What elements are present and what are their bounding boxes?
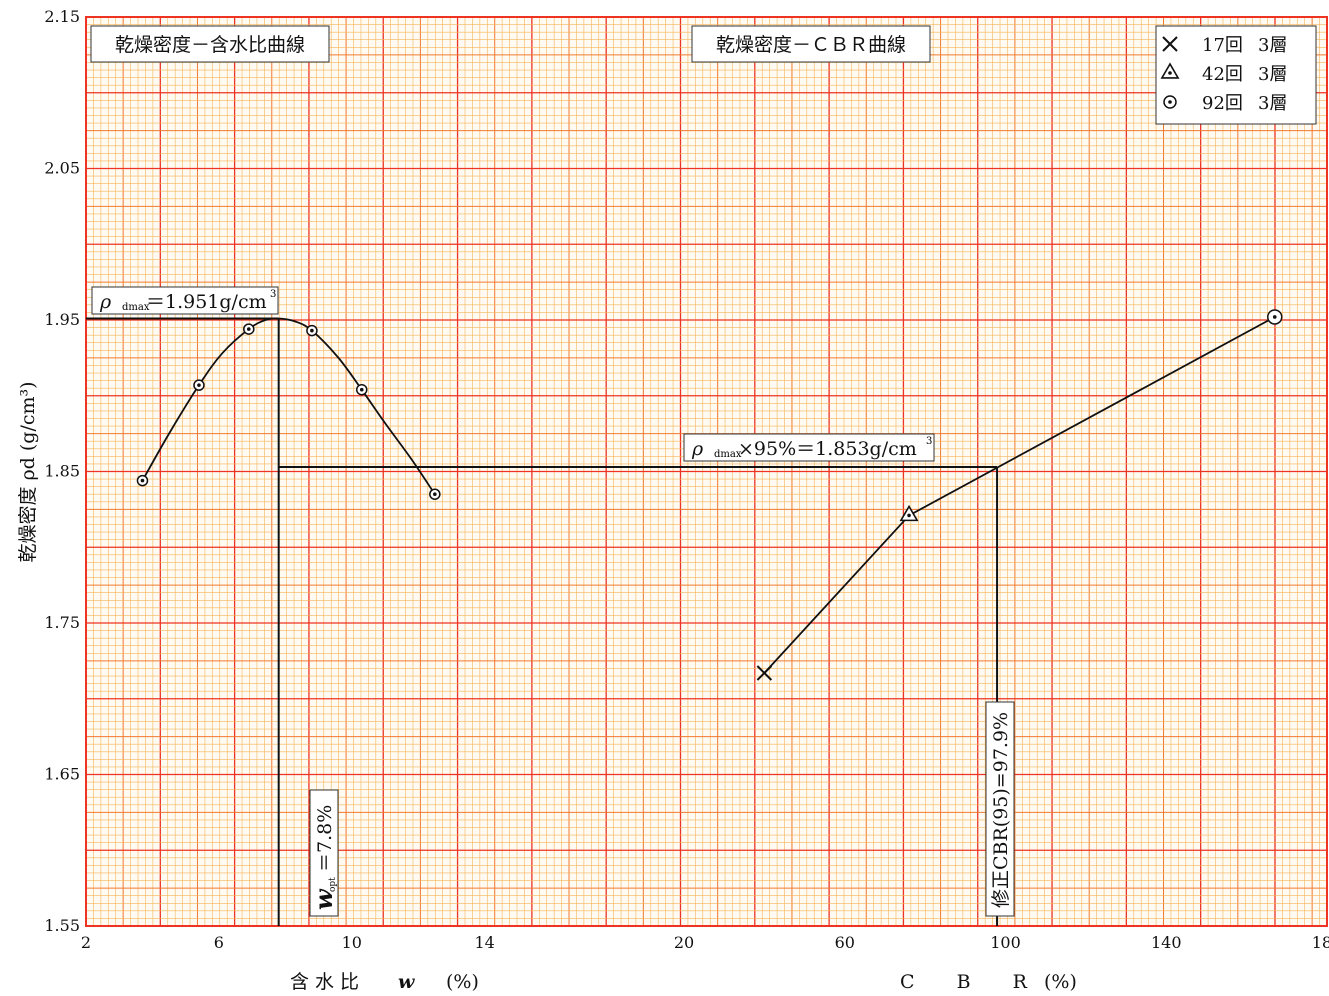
x-tick-label-moisture: 20 bbox=[674, 933, 694, 952]
x-axis-unit-cbr: (%) bbox=[1044, 971, 1077, 993]
compaction-point bbox=[306, 324, 318, 337]
grid bbox=[85, 16, 1328, 927]
rho-95-text: ×95%＝1.853g/cm bbox=[738, 438, 917, 460]
x-tick-labels: 2 6 10 14 20 60 100 140 180 bbox=[81, 933, 1329, 952]
marker-center-dot bbox=[140, 478, 145, 483]
x-tick-label-cbr: 180 bbox=[1312, 933, 1329, 952]
legend-marker bbox=[1163, 95, 1177, 109]
legend-count-1: 17回 bbox=[1202, 35, 1243, 56]
compaction-point bbox=[355, 383, 368, 396]
y-tick-label: 2.15 bbox=[44, 7, 80, 26]
x-axis-label-moisture: 含水比 bbox=[290, 971, 365, 993]
marker-center-dot bbox=[1168, 100, 1172, 104]
marker-center-dot bbox=[1272, 315, 1277, 319]
legend: 17回 3層 42回 3層 92回 3層 bbox=[1155, 25, 1317, 125]
rho-95-annotation: ρ dmax ×95%＝1.853g/cm 3 bbox=[683, 433, 935, 462]
x-tick-label-cbr: 100 bbox=[990, 933, 1021, 952]
legend-count-3: 92回 bbox=[1202, 93, 1243, 114]
y-tick-label: 1.55 bbox=[44, 916, 80, 935]
x-axis-title-cbr: C B R (%) bbox=[900, 971, 1077, 993]
rho-dmax-sub: dmax bbox=[122, 302, 150, 313]
marker-center-dot bbox=[1168, 71, 1172, 75]
title-compaction-box: 乾燥密度－含水比曲線 bbox=[90, 25, 330, 63]
cbr-95-text: 修正CBR(95)=97.9% bbox=[990, 712, 1012, 908]
rho-dmax-sup: 3 bbox=[270, 289, 276, 300]
title-compaction: 乾燥密度－含水比曲線 bbox=[115, 34, 305, 56]
w-opt-annotation: w opt ＝7.8% bbox=[309, 789, 339, 917]
w-opt-symbol: w bbox=[309, 888, 338, 910]
rho-dmax-symbol: ρ bbox=[99, 291, 112, 313]
marker-center-dot bbox=[907, 513, 911, 518]
rho-95-sup: 3 bbox=[926, 436, 932, 447]
compaction-point bbox=[193, 379, 205, 391]
legend-layers-3: 3層 bbox=[1258, 93, 1287, 114]
legend-marker bbox=[1162, 36, 1178, 52]
compaction-point bbox=[243, 323, 255, 335]
marker-center-dot bbox=[246, 327, 251, 331]
marker-center-dot bbox=[359, 387, 364, 392]
legend-marker bbox=[1160, 62, 1180, 79]
marker-x-stroke bbox=[1162, 36, 1178, 52]
x-tick-label-moisture: 2 bbox=[81, 933, 91, 952]
compaction-point bbox=[429, 488, 441, 500]
marker-center-dot bbox=[310, 328, 314, 333]
y-tick-label: 2.05 bbox=[44, 159, 80, 178]
marker-x-stroke bbox=[756, 665, 773, 681]
y-axis-title: 乾燥密度 ρd (g/cm³) bbox=[17, 381, 39, 562]
w-opt-sub: opt bbox=[328, 877, 338, 892]
rho-dmax-text: ＝1.951g/cm bbox=[146, 291, 267, 313]
legend-layers-2: 3層 bbox=[1258, 64, 1287, 85]
y-axis-label: 乾燥密度 ρd (g/cm³) bbox=[17, 381, 39, 562]
cbr-point bbox=[899, 504, 919, 522]
x-tick-label-moisture: 14 bbox=[474, 933, 494, 952]
marker-center-dot bbox=[197, 383, 201, 387]
x-axis-unit-moisture: (%) bbox=[446, 971, 479, 993]
y-tick-labels: 2.15 2.05 1.95 1.85 1.75 1.65 1.55 bbox=[44, 7, 80, 935]
y-tick-label: 1.95 bbox=[44, 310, 80, 329]
y-tick-label: 1.85 bbox=[44, 462, 80, 481]
plot-frame bbox=[85, 16, 1328, 927]
title-cbr: 乾燥密度－ＣＢＲ曲線 bbox=[716, 34, 906, 56]
rho-95-sub: dmax bbox=[714, 449, 742, 460]
compaction-point bbox=[136, 474, 149, 487]
y-tick-label: 1.65 bbox=[44, 765, 80, 784]
cbr-point bbox=[1267, 309, 1283, 325]
cbr-95-annotation: 修正CBR(95)=97.9% bbox=[985, 701, 1015, 917]
w-opt-text: ＝7.8% bbox=[314, 805, 336, 872]
x-tick-label-cbr: 140 bbox=[1151, 933, 1182, 952]
x-axis-symbol-w: w bbox=[398, 971, 415, 993]
x-axis-label-cbr: C B R bbox=[900, 971, 1045, 993]
cbr-point bbox=[756, 665, 773, 681]
x-axis-title-moisture: 含水比 w (%) bbox=[290, 971, 479, 993]
x-tick-label-moisture: 6 bbox=[214, 933, 224, 952]
marker-triangle-shape bbox=[1160, 62, 1180, 79]
legend-markers bbox=[1160, 36, 1180, 109]
title-cbr-box: 乾燥密度－ＣＢＲ曲線 bbox=[691, 25, 931, 63]
rho-dmax-annotation: ρ dmax ＝1.951g/cm 3 bbox=[91, 286, 279, 315]
marker-center-dot bbox=[433, 492, 437, 497]
legend-count-2: 42回 bbox=[1202, 64, 1243, 85]
data-markers bbox=[136, 309, 1283, 681]
y-tick-label: 1.75 bbox=[44, 613, 80, 632]
rho-95-symbol: ρ bbox=[691, 438, 704, 460]
x-tick-label-cbr: 60 bbox=[835, 933, 855, 952]
marker-triangle-shape bbox=[899, 504, 919, 522]
legend-layers-1: 3層 bbox=[1258, 35, 1287, 56]
x-tick-label-moisture: 10 bbox=[342, 933, 362, 952]
